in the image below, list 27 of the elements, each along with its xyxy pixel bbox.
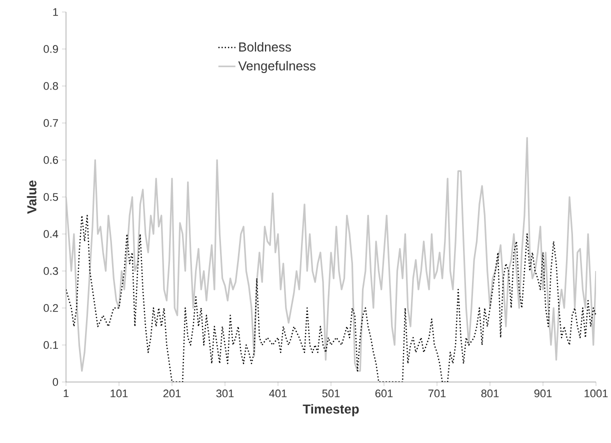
x-axis-title: Timestep	[302, 404, 359, 416]
x-tick-label: 301	[216, 390, 234, 398]
y-tick-label: 0.5	[44, 193, 58, 201]
y-tick-label: 0.7	[44, 119, 58, 127]
line-series	[66, 136, 596, 372]
y-axis-title: Value	[26, 180, 36, 214]
x-tick-label: 801	[481, 390, 499, 398]
y-tick-label: 0.6	[44, 156, 58, 164]
y-tick-label: 0.4	[44, 230, 58, 238]
y-tick-label: 0.3	[44, 267, 58, 275]
y-tick-label: 1	[53, 8, 58, 16]
y-tick-label: 0	[52, 378, 58, 386]
x-tick-label: 901	[534, 390, 552, 398]
x-tick-label: 401	[269, 390, 287, 398]
y-tick-label: 0.9	[44, 45, 58, 53]
x-tick-label: 501	[322, 390, 340, 398]
x-tick-label: 101	[110, 390, 128, 398]
x-tick-label: 1	[64, 390, 69, 398]
x-tick-label: 201	[163, 390, 181, 398]
x-tick-label: 1001	[584, 390, 608, 398]
y-tick-label: 0.2	[44, 304, 58, 312]
y-tick-label: 0.8	[44, 82, 58, 90]
y-tick-label: 0.1	[44, 341, 58, 349]
legend-label: Vengefulness	[238, 60, 316, 74]
legend-label: Boldness	[239, 42, 291, 52]
x-tick-label: 601	[375, 390, 393, 398]
x-tick-label: 701	[428, 390, 446, 398]
